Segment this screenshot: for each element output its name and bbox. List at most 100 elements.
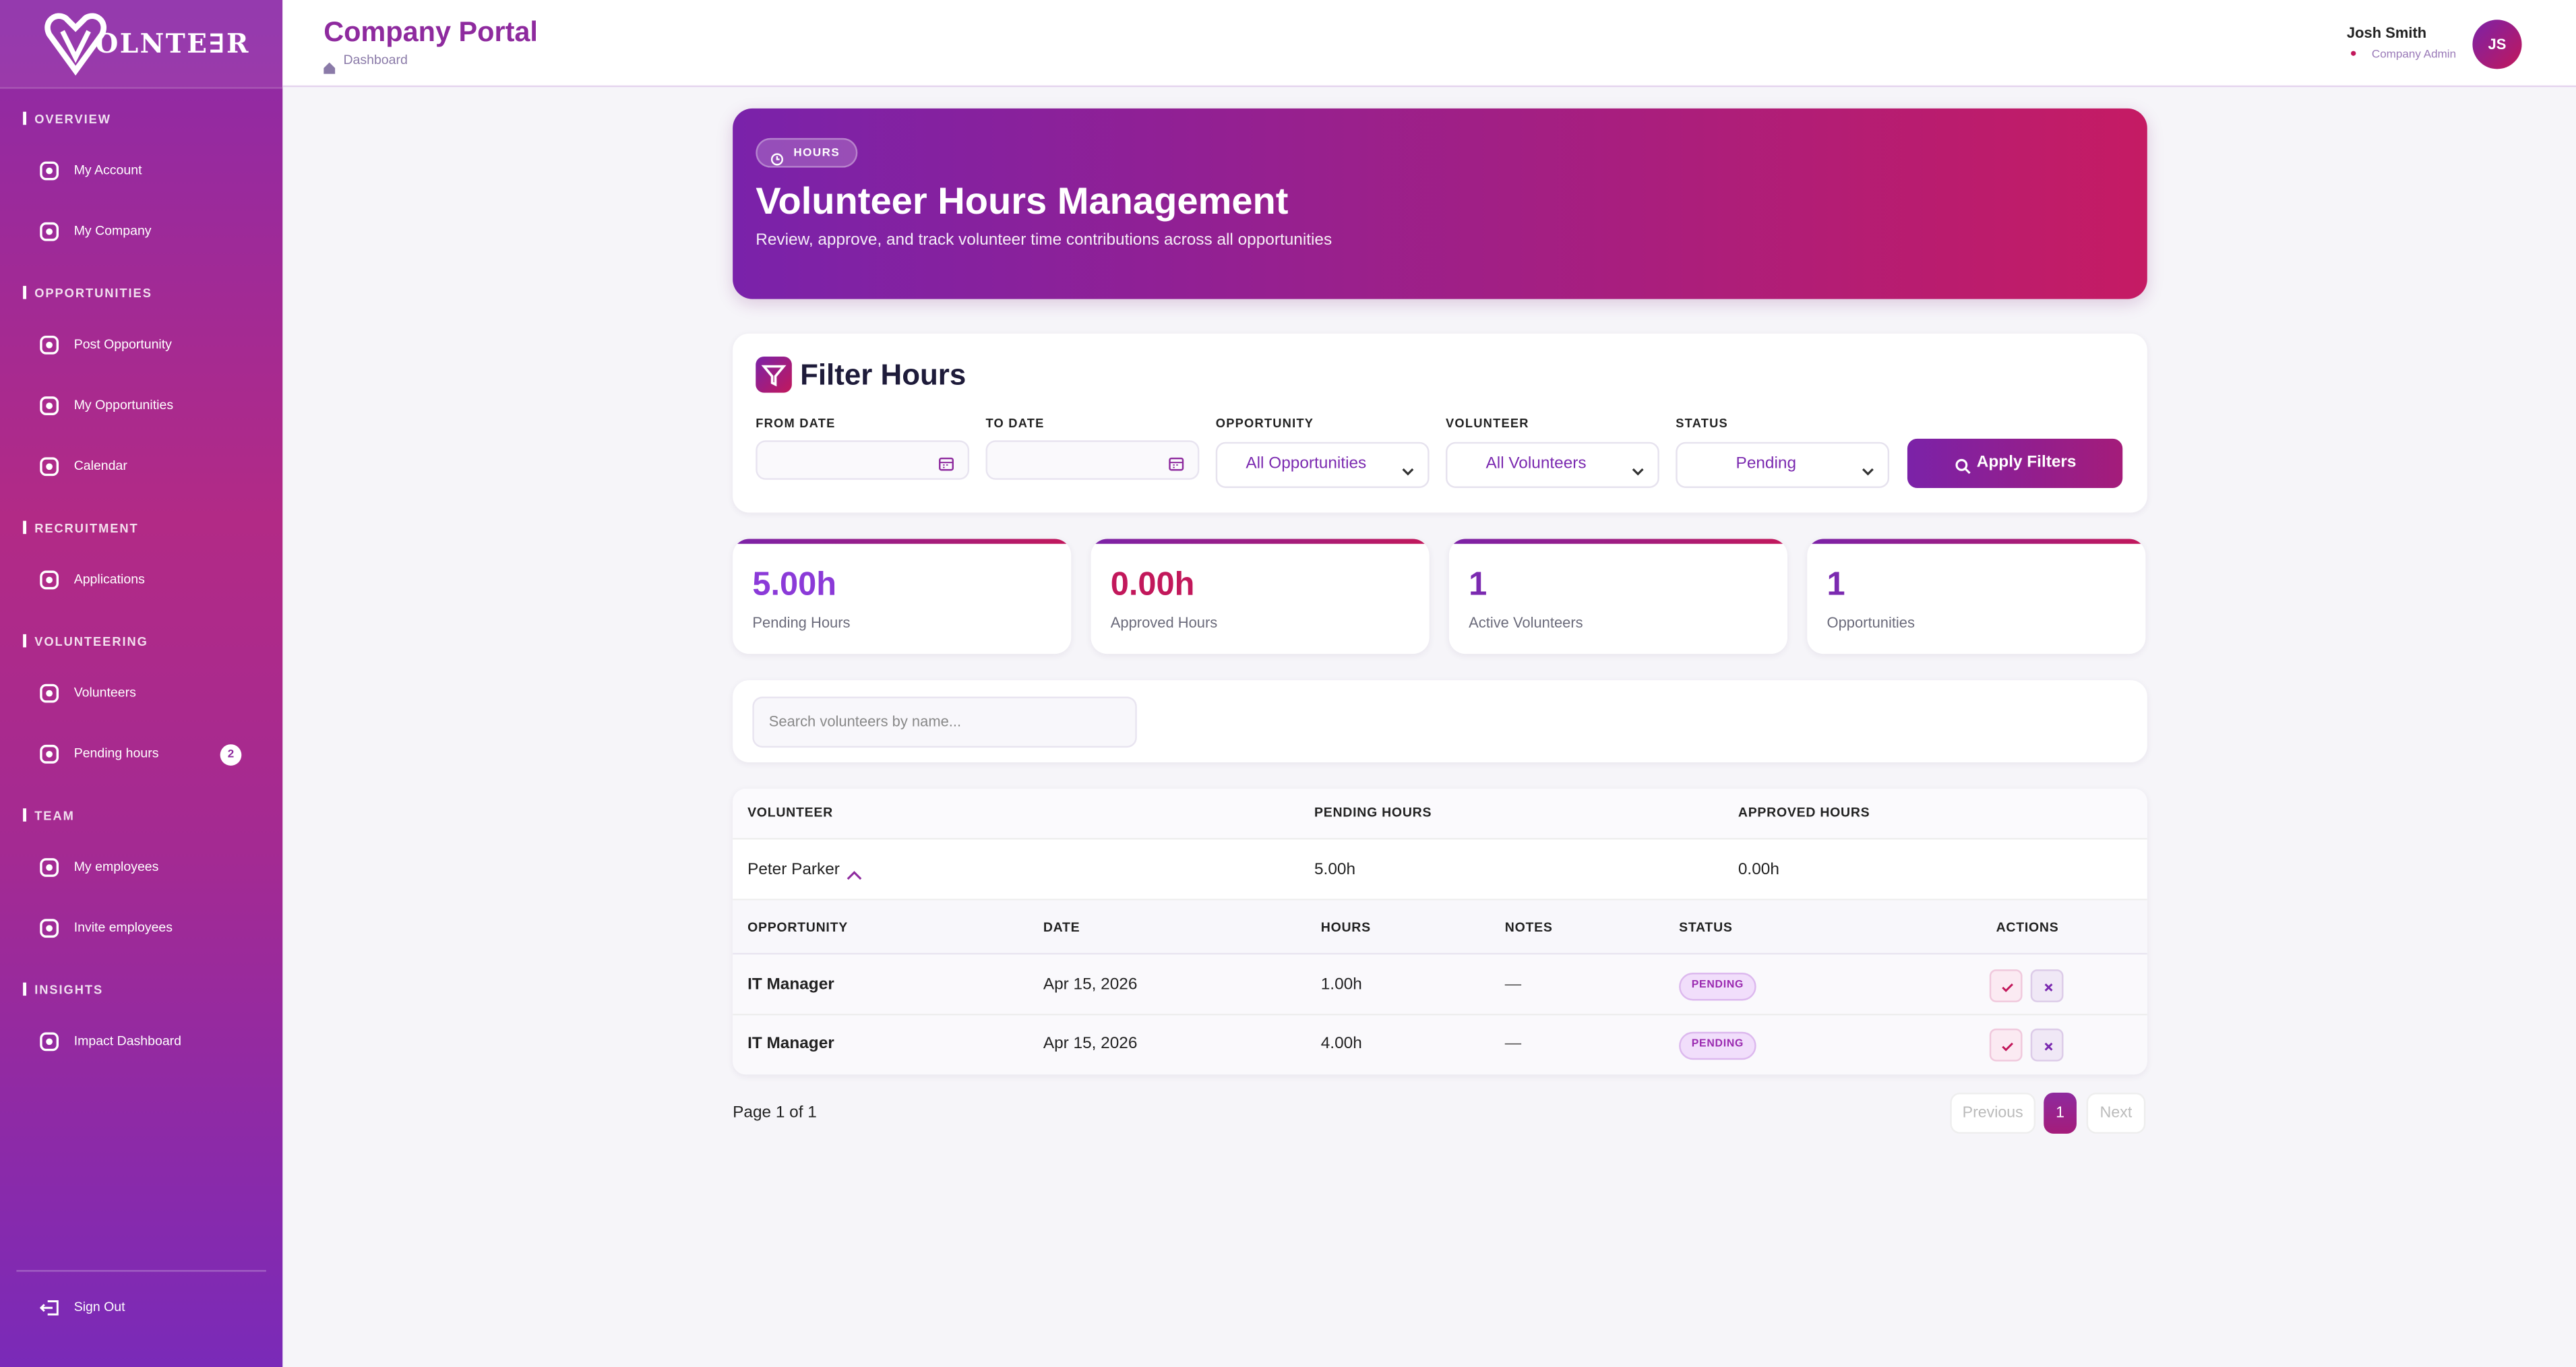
- search-icon-svg: [1955, 458, 1971, 475]
- volunteer-pending: 5.00h: [1314, 861, 1356, 880]
- table-header: VOLUNTEER: [747, 804, 833, 820]
- nav-label: Post Opportunity: [73, 336, 172, 351]
- stat-card: [1448, 539, 1787, 655]
- select[interactable]: All Volunteers: [1446, 442, 1659, 488]
- sub-header: ACTIONS: [1996, 920, 2059, 935]
- user-role: Company Admin: [2371, 48, 2457, 60]
- search-input[interactable]: [752, 696, 1137, 748]
- filter-label: OPPORTUNITY: [1215, 415, 1314, 430]
- nav-label: My Company: [73, 222, 152, 238]
- logo-heart-svg: [44, 13, 106, 76]
- stat-accent: [1091, 539, 1430, 544]
- home-icon: [324, 54, 336, 74]
- hero-badge: HOURS: [793, 147, 840, 159]
- previous-button[interactable]: Previous: [1950, 1092, 2036, 1134]
- nav-label: Calendar: [73, 457, 127, 473]
- apply-filters-button[interactable]: Apply Filters: [1907, 438, 2123, 488]
- sub-header-row: [733, 900, 2147, 955]
- nav-icon: [40, 857, 59, 877]
- nav-label: Impact Dashboard: [73, 1032, 182, 1047]
- nav-icon-svg: [40, 1032, 59, 1052]
- nav-icon-svg: [40, 222, 59, 241]
- cell: —: [1504, 975, 1522, 994]
- select[interactable]: All Opportunities: [1215, 442, 1430, 488]
- hero: [733, 108, 2147, 299]
- date-input[interactable]: [756, 440, 970, 480]
- date-input[interactable]: [985, 440, 1200, 480]
- calendar-icon: [1168, 452, 1184, 471]
- volunteer-name: Peter Parker: [747, 861, 840, 880]
- section-title: VOLUNTEERING: [34, 633, 148, 648]
- expand-chevron: [846, 863, 862, 880]
- calendar-icon: [938, 452, 954, 471]
- breadcrumb[interactable]: Dashboard: [343, 53, 408, 67]
- nav-label: Invite employees: [73, 919, 173, 934]
- volunteer-approved: 0.00h: [1738, 861, 1779, 880]
- reject-button[interactable]: [2030, 969, 2064, 1002]
- table-header: PENDING HOURS: [1314, 804, 1432, 820]
- cell: 4.00h: [1320, 1035, 1362, 1054]
- nav-icon: [40, 222, 59, 241]
- volunteer-row[interactable]: [733, 839, 2147, 901]
- filter-label: TO DATE: [985, 415, 1045, 430]
- reject-button[interactable]: [2030, 1028, 2064, 1062]
- cell: 1.00h: [1320, 975, 1362, 994]
- nav-icon-svg: [40, 457, 59, 477]
- home-icon-svg: [324, 62, 336, 74]
- sidebar-divider: [16, 1270, 266, 1272]
- nav-icon-svg: [40, 684, 59, 703]
- nav-icon: [40, 1032, 59, 1052]
- filter-icon-svg: [761, 365, 787, 387]
- nav-icon: [40, 457, 59, 477]
- hours-table: [733, 789, 2147, 1075]
- cell: —: [1504, 1035, 1522, 1054]
- nav-label: My employees: [73, 858, 159, 874]
- stat-value: 5.00h: [752, 566, 837, 603]
- approve-button-svg: [2002, 983, 2013, 992]
- reject-button-svg: [2044, 983, 2053, 992]
- section-title: INSIGHTS: [34, 981, 104, 997]
- select[interactable]: Pending: [1676, 442, 1890, 488]
- user-name: Josh Smith: [2346, 24, 2427, 41]
- clock-icon-svg: [770, 153, 783, 166]
- section-title: RECRUITMENT: [34, 520, 139, 535]
- cell: Apr 15, 2026: [1043, 1035, 1138, 1054]
- approve-button[interactable]: [1989, 969, 2023, 1002]
- nav-icon: [40, 335, 59, 355]
- nav-label: My Account: [73, 162, 142, 177]
- chevron-svg: [1862, 468, 1874, 476]
- nav-icon-svg: [40, 919, 59, 938]
- status-pill: PENDING: [1679, 1031, 1756, 1059]
- section-title: OVERVIEW: [34, 111, 111, 126]
- filter-title: Filter Hours: [800, 358, 967, 392]
- stat-label: Active Volunteers: [1469, 614, 1583, 631]
- search-placeholder: Search volunteers by name...: [768, 712, 962, 729]
- approve-button[interactable]: [1989, 1028, 2023, 1062]
- sidebar: OLNTE∃R OVERVIEW My Account My Company OPPOR…: [0, 0, 283, 1367]
- page-summary: Page 1 of 1: [733, 1103, 817, 1122]
- nav-icon: [40, 684, 59, 703]
- nav-icon: [40, 396, 59, 415]
- stat-accent: [733, 539, 1072, 544]
- table-header: APPROVED HOURS: [1738, 804, 1870, 820]
- section-marker: [23, 808, 26, 822]
- sign-out-icon-svg: [39, 1300, 59, 1316]
- sign-out[interactable]: Sign Out: [73, 1300, 125, 1314]
- nav-icon-svg: [40, 858, 59, 877]
- avatar[interactable]: JS: [2472, 20, 2522, 69]
- stat-label: Pending Hours: [752, 614, 851, 631]
- entry-row: [733, 1015, 2147, 1075]
- cell: Apr 15, 2026: [1043, 975, 1138, 994]
- hero-subtitle: Review, approve, and track volunteer tim…: [756, 231, 1332, 250]
- sub-header: HOURS: [1320, 920, 1371, 935]
- section-marker: [23, 982, 26, 996]
- stat-card: [1091, 539, 1430, 655]
- calendar-icon-svg: [1169, 457, 1184, 471]
- current-page[interactable]: 1: [2044, 1092, 2077, 1134]
- logo-band: [0, 0, 283, 89]
- next-button[interactable]: Next: [2086, 1092, 2146, 1134]
- nav-icon: [40, 744, 59, 764]
- clock-icon: [770, 146, 784, 166]
- nav-icon-svg: [40, 744, 59, 764]
- filter-icon: [756, 356, 792, 393]
